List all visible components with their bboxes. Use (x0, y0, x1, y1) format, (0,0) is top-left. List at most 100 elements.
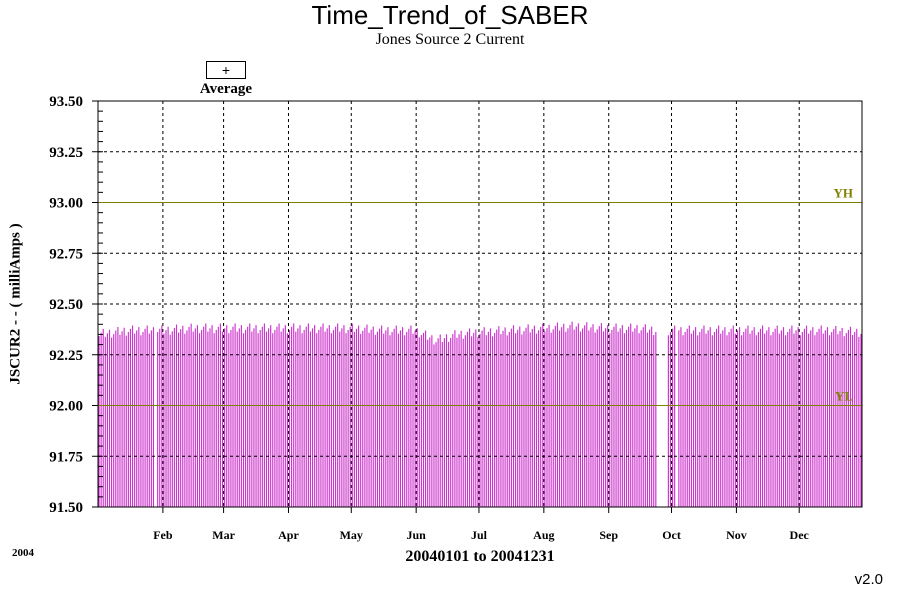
bar-day-97 (299, 325, 301, 507)
bar-day-342 (812, 327, 814, 507)
legend-label: Average (199, 81, 253, 97)
bar-day-9 (115, 330, 117, 507)
bar-day-169 (450, 337, 452, 507)
bar-day-288 (699, 332, 701, 507)
legend-symbol: + (206, 61, 246, 79)
bar-day-84 (272, 333, 274, 507)
bar-day-252 (623, 333, 625, 507)
bar-day-156 (422, 332, 425, 507)
bar-day-133 (374, 334, 376, 507)
bar-day-314 (753, 327, 755, 507)
bar-day-21 (140, 335, 142, 507)
bar-day-260 (640, 330, 642, 507)
bar-day-250 (619, 328, 621, 507)
bar-day-333 (793, 333, 795, 507)
bar-day-182 (477, 337, 479, 507)
bar-day-74 (251, 331, 253, 507)
bar-day-119 (345, 333, 347, 507)
bar-day-150 (410, 325, 412, 507)
bar-day-33 (165, 330, 167, 507)
bar-day-80 (263, 323, 265, 507)
bar-day-191 (496, 329, 498, 507)
bar-day-306 (736, 330, 739, 507)
bar-day-170 (452, 334, 454, 507)
bar-day-115 (337, 323, 339, 507)
bar-day-186 (485, 335, 487, 507)
bar-day-362 (854, 331, 856, 507)
bar-day-86 (276, 326, 278, 507)
bar-day-299 (722, 330, 724, 507)
bar-day-281 (684, 332, 686, 507)
version-label: v2.0 (854, 571, 883, 588)
y-tick-label-93.00: 93.00 (49, 196, 83, 212)
bar-day-249 (617, 331, 619, 507)
bar-day-256 (632, 331, 634, 507)
x-tick-label-apr: Apr (278, 528, 299, 542)
bar-day-113 (332, 329, 335, 507)
bar-day-211 (538, 330, 540, 507)
bar-day-175 (462, 338, 464, 507)
bar-day-29 (157, 332, 159, 507)
bar-day-238 (594, 332, 596, 507)
bar-day-44 (188, 327, 190, 507)
y-tick-label-92.00: 92.00 (49, 399, 83, 415)
y-tick-label-92.25: 92.25 (49, 348, 83, 364)
bar-day-147 (404, 335, 406, 507)
bar-day-339 (805, 325, 808, 507)
x-tick-label-sep: Sep (599, 528, 618, 542)
bar-day-317 (759, 328, 762, 507)
bar-day-324 (774, 328, 776, 507)
bar-day-225 (567, 328, 569, 507)
bar-day-158 (427, 339, 429, 507)
bar-day-296 (715, 328, 718, 507)
bar-day-105 (316, 333, 318, 507)
bar-day-355 (839, 331, 841, 507)
bar-day-139 (387, 327, 389, 507)
chart-title: Time_Trend_of_SABER (311, 0, 589, 30)
bar-day-103 (311, 328, 314, 507)
bar-day-92 (288, 329, 291, 507)
bar-day-160 (431, 335, 433, 507)
bar-day-90 (284, 325, 286, 507)
bar-day-8 (113, 334, 115, 507)
bar-day-185 (483, 327, 485, 507)
bar-day-48 (196, 325, 198, 507)
bar-day-130 (368, 332, 370, 507)
bar-day-363 (856, 328, 858, 507)
bar-day-303 (730, 328, 732, 507)
bar-day-181 (475, 329, 477, 508)
bar-day-322 (770, 335, 772, 507)
bar-day-36 (171, 331, 173, 507)
bar-day-309 (743, 332, 745, 507)
bar-day-61 (224, 328, 226, 507)
bar-day-53 (207, 331, 209, 507)
bar-day-264 (648, 329, 651, 507)
bar-day-293 (709, 327, 711, 507)
bar-day-287 (697, 335, 699, 507)
bar-day-227 (571, 321, 573, 507)
bar-day-67 (236, 331, 238, 507)
bar-day-63 (228, 333, 230, 507)
bar-day-135 (378, 328, 381, 507)
x-tick-label-dec: Dec (790, 528, 810, 542)
bar-day-59 (219, 323, 222, 507)
bar-day-104 (314, 325, 316, 507)
bar-day-79 (261, 326, 263, 507)
bar-day-311 (747, 325, 749, 507)
bar-day-127 (362, 330, 364, 507)
bar-day-210 (535, 333, 538, 507)
bar-day-348 (824, 330, 826, 507)
x-tick-label-feb: Feb (153, 528, 173, 542)
bar-day-334 (795, 330, 797, 507)
bar-day-206 (527, 324, 529, 507)
bar-day-221 (558, 330, 561, 507)
bar-day-218 (552, 329, 554, 507)
bar-day-34 (167, 326, 169, 507)
x-tick-label-jul: Jul (471, 528, 488, 542)
x-tick-label-oct: Oct (662, 528, 681, 542)
bar-day-101 (307, 323, 309, 507)
bar-day-263 (646, 332, 649, 507)
bar-day-212 (540, 326, 542, 507)
bar-day-122 (351, 323, 353, 507)
bar-day-297 (718, 325, 720, 507)
